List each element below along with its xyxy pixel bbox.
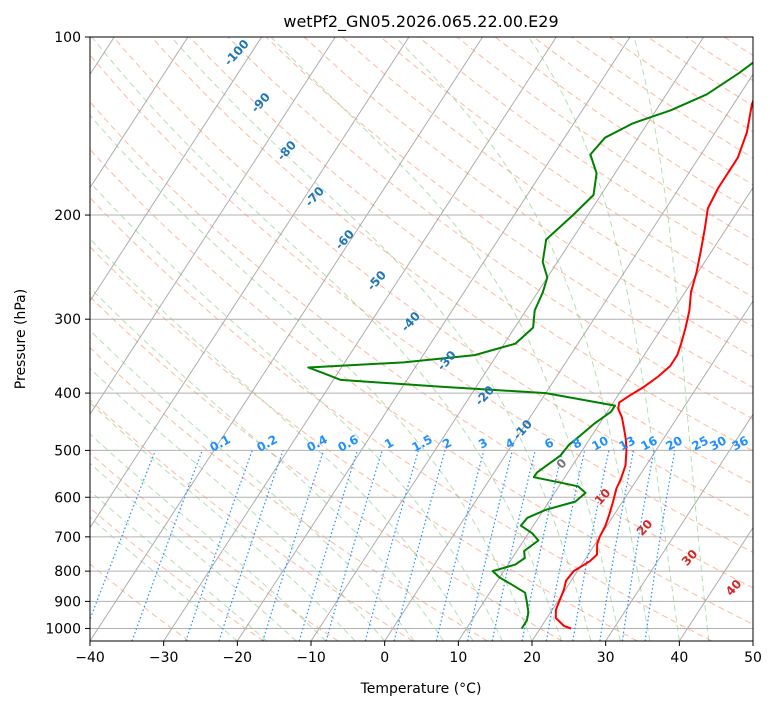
- y-tick-label: 200: [54, 208, 81, 224]
- y-tick-label: 400: [54, 386, 81, 402]
- moist-adiabat: [90, 238, 474, 641]
- plot-frame: [89, 36, 754, 642]
- dry-adiabat: [90, 196, 712, 641]
- mixing-ratio-line: [393, 450, 446, 641]
- x-tick-label: 20: [523, 650, 541, 666]
- mixing-ratio-line: [435, 450, 485, 641]
- dry-adiabat: [760, 35, 775, 641]
- plot-area: [90, 37, 753, 641]
- x-tick-label: 0: [380, 650, 389, 666]
- isotherm-line: [90, 37, 263, 302]
- isotherm-line: [457, 186, 753, 641]
- dry-adiabat: [189, 37, 753, 452]
- mixing-ratio-label: 36: [729, 433, 750, 453]
- dry-adiabat: [494, 37, 753, 213]
- mixing-ratio-label: 25: [689, 433, 710, 453]
- mixing-ratio-line: [90, 450, 156, 621]
- mixing-ratio-line: [325, 450, 383, 641]
- mixing-ratio-line: [218, 450, 284, 641]
- isotherm-line: [90, 37, 484, 641]
- y-tick-label: 700: [54, 530, 81, 546]
- mixing-ratio-line: [621, 450, 655, 641]
- y-tick-label: 500: [54, 443, 81, 459]
- mixing-ratio-label: 16: [638, 433, 659, 453]
- moist-adiabat: [270, 37, 621, 641]
- x-tick-label: −40: [75, 650, 105, 666]
- dry-adiabat: [456, 37, 753, 241]
- x-tick-label: 50: [744, 650, 762, 666]
- mixing-ratio-line: [466, 450, 513, 641]
- dry-adiabat: [418, 37, 753, 269]
- moist-adiabat: [90, 433, 327, 641]
- isotherm-line: [384, 73, 753, 641]
- isotherm-line: [678, 526, 753, 641]
- dry-adiabat: [265, 37, 753, 389]
- moist-adiabat: [90, 402, 356, 641]
- y-tick-label: 1000: [45, 621, 81, 637]
- isotherm-line: [310, 37, 705, 641]
- moist-adiabat: [90, 367, 386, 641]
- moist-adiabat: [91, 37, 562, 641]
- dewpoint-profile-line: [307, 61, 753, 630]
- mixing-ratio-label: 10: [589, 433, 610, 453]
- x-tick-label: −10: [296, 650, 326, 666]
- moist-adiabat: [170, 37, 592, 641]
- moist-adiabat: [394, 37, 651, 641]
- isotherm-line: [90, 37, 189, 189]
- isotherm-line: [90, 37, 336, 416]
- dry-adiabat: [570, 37, 753, 159]
- axes: −40 −30 −20 −10 0 10 20 30 40 50 100 200 300 400 500 60…: [45, 30, 762, 666]
- mixing-ratio-label: 20: [663, 433, 684, 453]
- mixing-ratio-line: [185, 450, 253, 641]
- y-tick-label: 300: [54, 312, 81, 328]
- y-tick-label: 800: [54, 564, 81, 580]
- dry-adiabat: [90, 399, 414, 641]
- dry-adiabat: [532, 37, 753, 186]
- x-tick-label: 10: [449, 650, 467, 666]
- moist-adiabat: [90, 286, 445, 641]
- moist-adiabat: [90, 329, 415, 641]
- mixing-ratio-line: [262, 450, 325, 641]
- isotherm-line: [90, 37, 410, 529]
- mixing-ratio-line: [131, 450, 203, 641]
- moist-adiabat: [90, 462, 297, 641]
- dry-adiabat: [90, 148, 753, 625]
- chart-title: wetPf2_GN05.2026.065.22.00.E29: [283, 12, 558, 32]
- moist-adiabat: [90, 490, 268, 641]
- y-tick-label: 600: [54, 490, 81, 506]
- isotherm-line: [605, 413, 753, 641]
- mixing-ratio-label: 13: [616, 433, 637, 453]
- mixing-ratio-line: [644, 450, 676, 641]
- x-axis-label: Temperature (°C): [360, 681, 482, 697]
- plot-layer: [90, 35, 775, 641]
- isotherm-line: [752, 640, 753, 641]
- dry-adiabat: [90, 54, 753, 553]
- x-tick-label: 40: [670, 650, 688, 666]
- dry-adiabat: [303, 37, 753, 358]
- moist-adiabat: [528, 37, 680, 641]
- y-tick-label: 100: [54, 30, 81, 46]
- dry-adiabat: [379, 37, 753, 298]
- isotherm-line: [236, 37, 631, 641]
- mixing-ratio-line: [364, 450, 419, 641]
- y-tick-label: 900: [54, 594, 81, 610]
- moist-adiabat: [90, 181, 503, 641]
- x-tick-label: −20: [223, 650, 253, 666]
- x-tick-label: 30: [597, 650, 615, 666]
- mixing-ratio-line: [298, 450, 358, 641]
- moist-adiabat: [633, 37, 710, 641]
- moist-adiabat: [90, 516, 238, 641]
- dry-adiabat: [227, 37, 753, 420]
- dry-adiabat: [90, 101, 753, 589]
- temperature-profile-line: [554, 98, 753, 630]
- y-axis-label: Pressure (hPa): [13, 289, 29, 389]
- mixing-ratio-label: 30: [707, 433, 728, 453]
- isotherm-line: [163, 37, 557, 641]
- x-tick-label: −30: [149, 650, 179, 666]
- moist-adiabat: [90, 114, 533, 641]
